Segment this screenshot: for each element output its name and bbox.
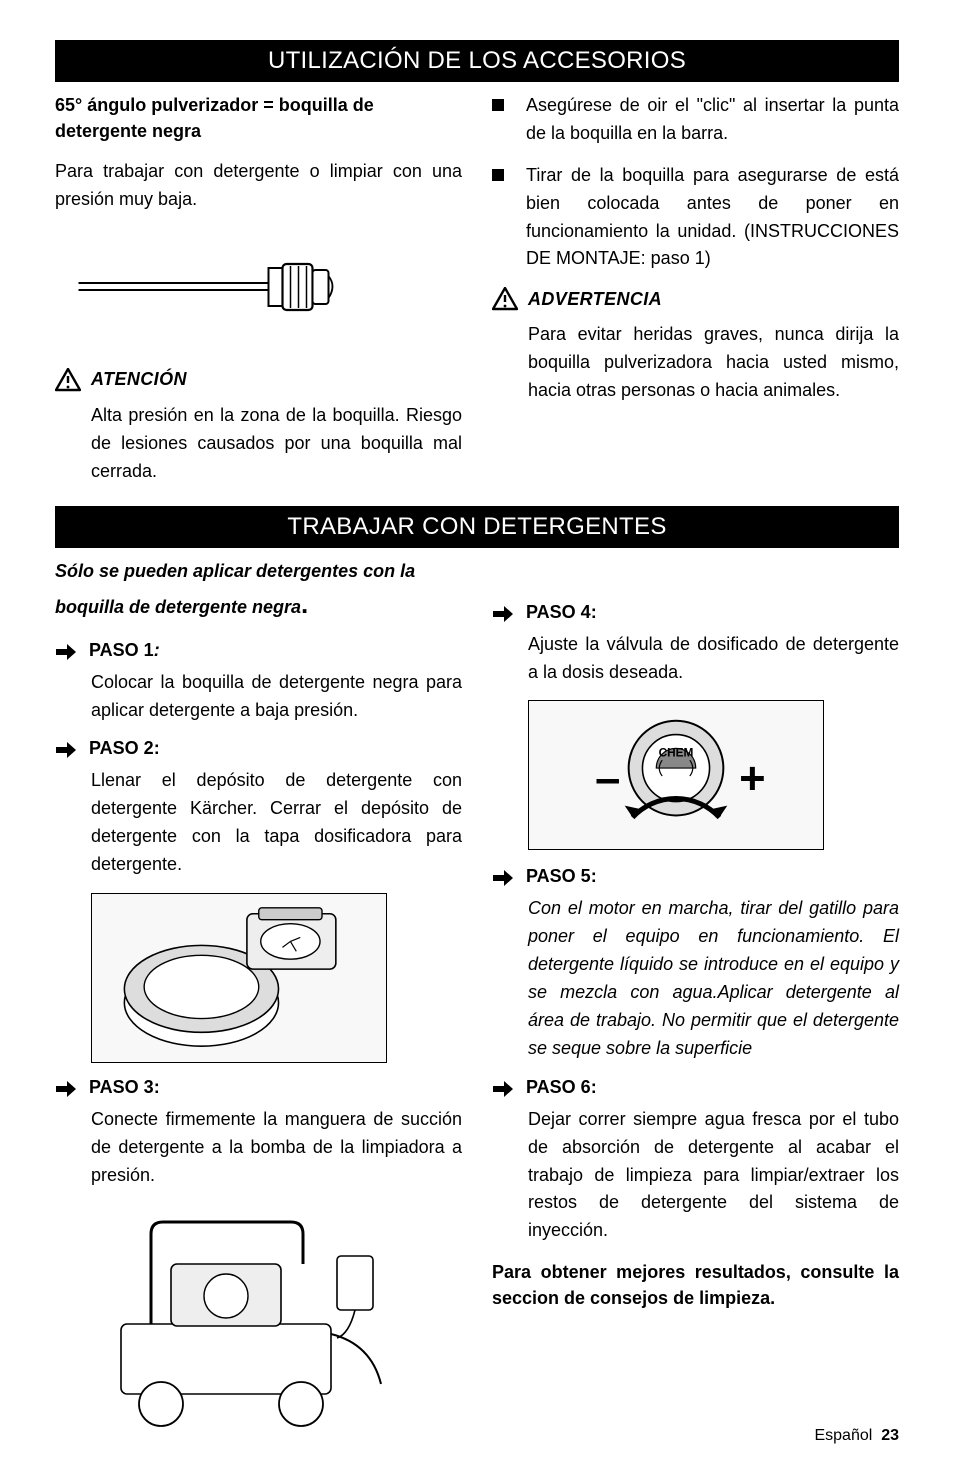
- bullet-2: Tirar de la boquilla para asegurarse de …: [526, 162, 899, 274]
- bullet-icon: [492, 169, 504, 181]
- paso6-body: Dejar correr siempre agua fresca por el …: [528, 1106, 899, 1245]
- paso1-label: PASO 1:: [89, 640, 160, 661]
- paso4-label: PASO 4:: [526, 602, 597, 623]
- paso3-label: PASO 3:: [89, 1077, 160, 1098]
- arrow-right-icon: [55, 643, 77, 661]
- nozzle-subhead: 65° ángulo pulverizador = boquilla de de…: [55, 92, 462, 144]
- paso2-body: Llenar el depósito de detergente con det…: [91, 767, 462, 879]
- atencion-body: Alta presión en la zona de la boquilla. …: [91, 402, 462, 486]
- arrow-right-icon: [492, 605, 514, 623]
- warning-triangle-icon: [55, 368, 81, 392]
- footer-lang: Español: [814, 1427, 872, 1444]
- arrow-right-icon: [492, 1080, 514, 1098]
- svg-text:+: +: [739, 753, 766, 804]
- paso4-body: Ajuste la válvula de dosificado de deter…: [528, 631, 899, 687]
- svg-text:CHEM: CHEM: [659, 746, 694, 760]
- section-banner-detergentes: TRABAJAR CON DETERGENTES: [55, 506, 899, 548]
- paso5-label: PASO 5:: [526, 866, 597, 887]
- detergent-intro: Sólo se pueden aplicar detergentes con l…: [55, 558, 462, 624]
- arrow-right-icon: [492, 869, 514, 887]
- outro-bold: Para obtener mejores resultados, consult…: [492, 1259, 899, 1311]
- advertencia-body: Para evitar heridas graves, nunca dirija…: [528, 321, 899, 405]
- paso2-label: PASO 2:: [89, 738, 160, 759]
- arrow-right-icon: [55, 1080, 77, 1098]
- svg-text:–: –: [595, 753, 620, 804]
- atencion-label: ATENCIÓN: [91, 369, 187, 390]
- paso5-body: Con el motor en marcha, tirar del gatill…: [528, 895, 899, 1062]
- arrow-right-icon: [55, 741, 77, 759]
- paso1-colon: :: [154, 640, 160, 660]
- nozzle-para: Para trabajar con detergente o limpiar c…: [55, 158, 462, 214]
- page-footer: Español 23: [814, 1427, 899, 1445]
- detergent-cap-illustration: [91, 893, 387, 1063]
- detergent-intro-text: Sólo se pueden aplicar detergentes con l…: [55, 561, 415, 617]
- nozzle-illustration: [55, 228, 462, 358]
- section-banner-accesorios: UTILIZACIÓN DE LOS ACCESORIOS: [55, 40, 899, 82]
- chem-dial-illustration: CHEM – +: [528, 700, 824, 850]
- paso6-label: PASO 6:: [526, 1077, 597, 1098]
- paso3-body: Conecte firmemente la manguera de succió…: [91, 1106, 462, 1190]
- footer-page: 23: [881, 1427, 899, 1444]
- detergent-intro-dot: .: [301, 589, 308, 619]
- paso1-body: Colocar la boquilla de detergente negra …: [91, 669, 462, 725]
- pressure-washer-illustration: [91, 1204, 401, 1434]
- advertencia-label: ADVERTENCIA: [528, 289, 662, 310]
- paso1-num: PASO 1: [89, 640, 154, 660]
- bullet-1: Asegúrese de oir el "clic" al insertar l…: [526, 92, 899, 148]
- warning-triangle-icon: [492, 287, 518, 311]
- bullet-icon: [492, 99, 504, 111]
